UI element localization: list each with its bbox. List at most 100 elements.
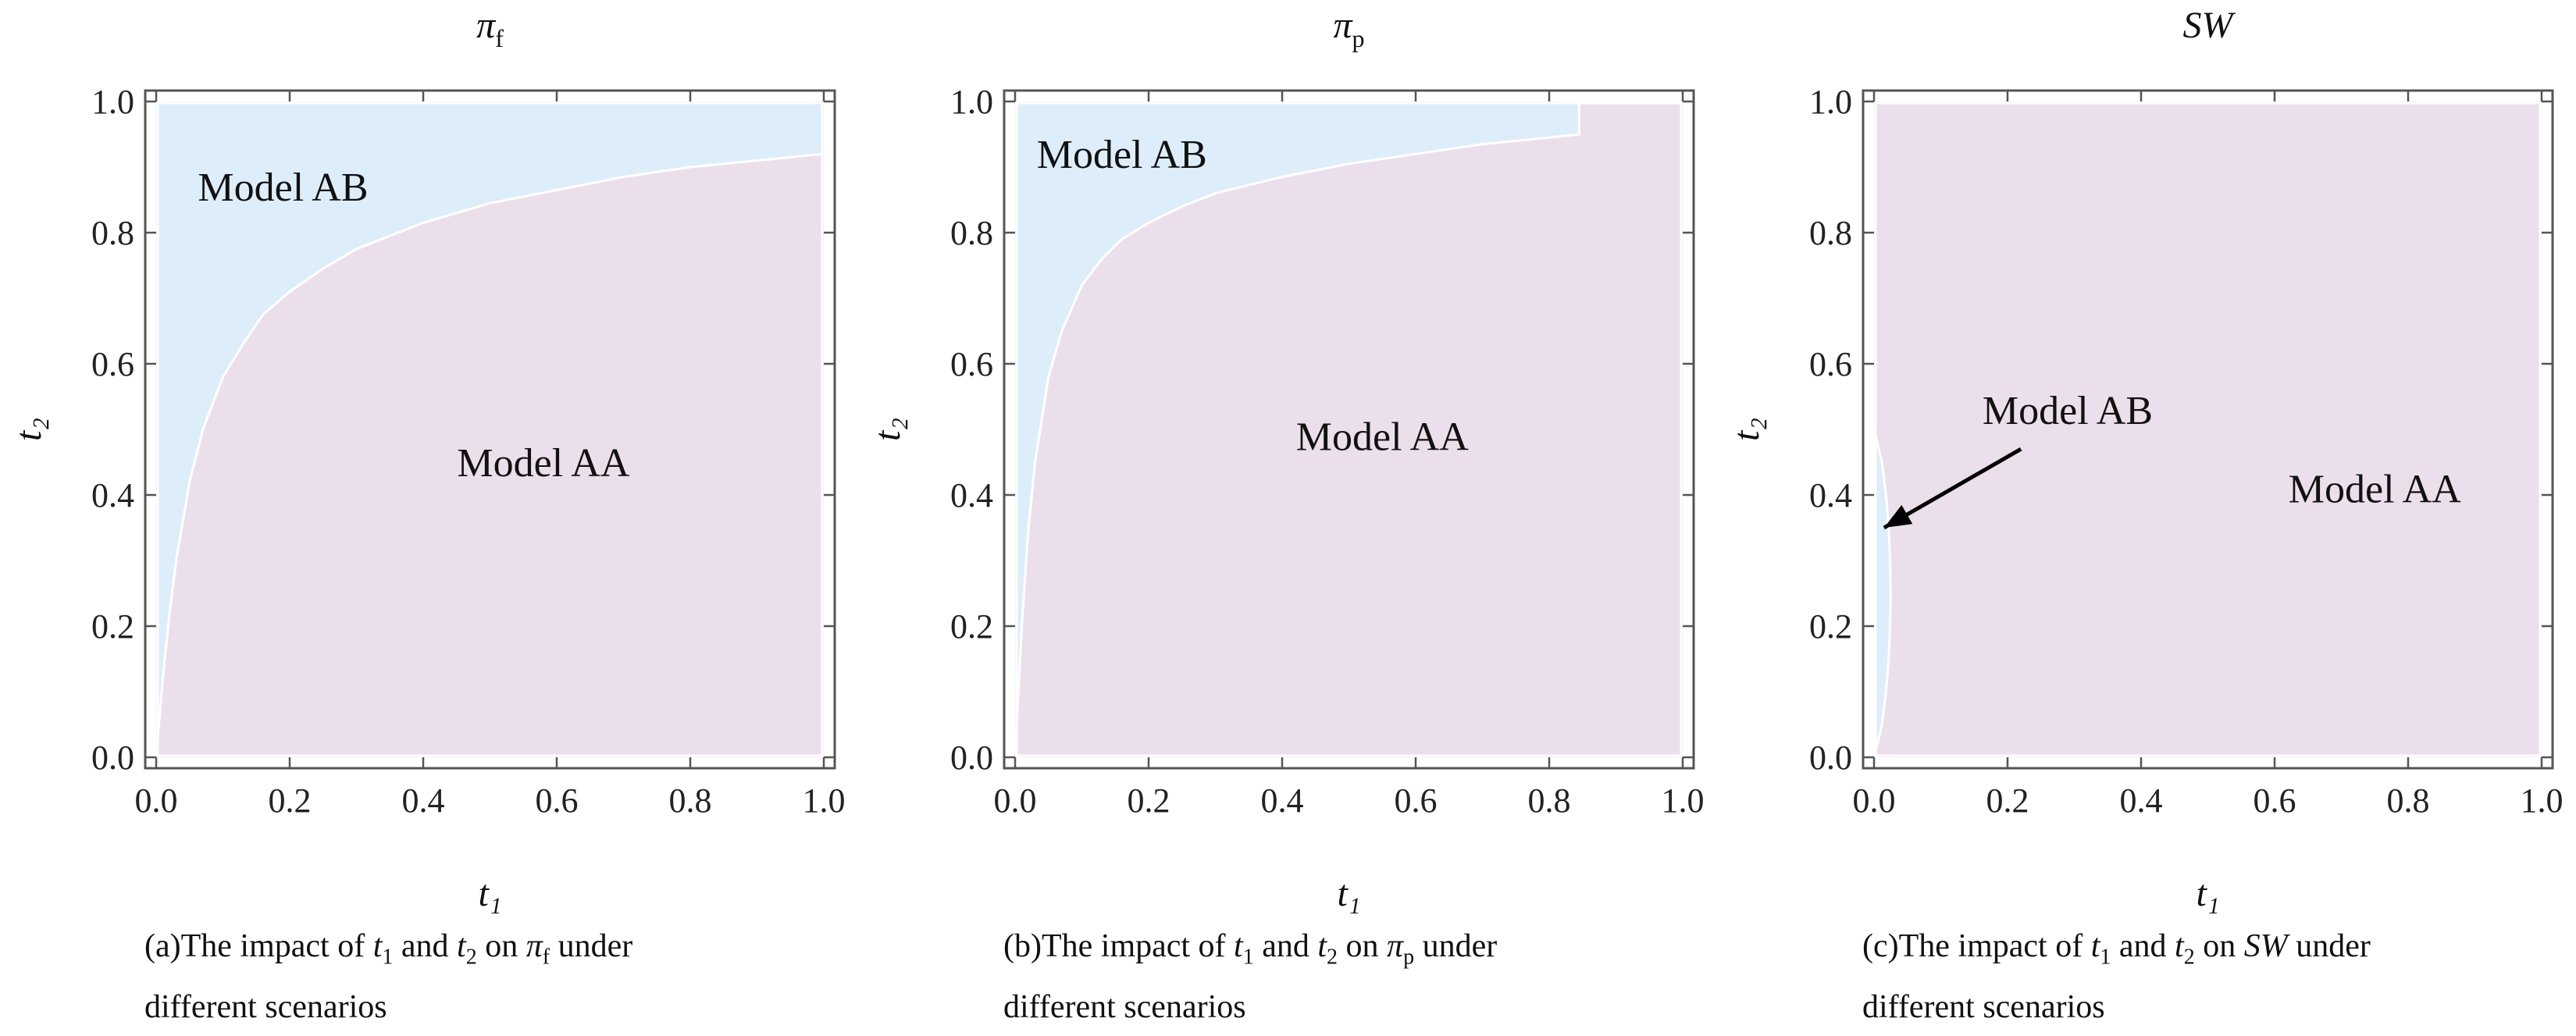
caption-and: and (393, 928, 458, 964)
caption-prefix: (b)The impact of (1003, 928, 1235, 964)
x-tick-label: 0.4 (1261, 781, 1304, 820)
caption-var-2: t (2175, 928, 2184, 964)
region-annotation: Model AA (2289, 468, 2461, 512)
x-tick-label: 1.0 (2521, 781, 2564, 820)
caption-suffix: under (550, 928, 633, 964)
caption-prefix: (c)The impact of (1862, 928, 2091, 964)
caption-line-2: different scenarios (1862, 989, 2105, 1026)
y-tick-label: 0.4 (91, 476, 134, 514)
arrow-head (1883, 504, 1913, 528)
caption-line-2: different scenarios (144, 989, 387, 1026)
y-tick-label: 0.2 (91, 607, 134, 646)
model-ab-region (1874, 429, 1892, 757)
chart-title-main: SW (2183, 5, 2236, 46)
caption-and: and (1253, 928, 1318, 964)
model-ab-region (1015, 101, 1683, 757)
caption-var-1-sub: 1 (382, 945, 394, 970)
caption-a: (a)The impact of t1 and t2 on πf under d… (144, 921, 847, 1032)
chart-svg-a: 0.0 0.2 0.4 0.6 0.8 1.0 0.0 0.2 0.4 0.6 0.8 1.0 πf t₁… (8, 5, 846, 914)
caption-var-2: t (1317, 928, 1327, 964)
x-axis-label: t₁ (478, 873, 501, 914)
y-tick-label: 1.0 (1809, 83, 1852, 121)
x-tick-label: 0.0 (994, 781, 1037, 820)
model-aa-region (1874, 101, 2542, 757)
x-tick-label: 0.6 (2254, 781, 2296, 820)
x-tick-label: 0.6 (536, 781, 579, 820)
plot-inner-edge (1874, 101, 2542, 757)
y-axis-label: t₂ (8, 418, 49, 441)
region-annotation: Model AB (198, 166, 368, 210)
x-tick-label: 0.4 (2120, 781, 2163, 820)
caption-var-2-sub: 2 (2183, 945, 2195, 970)
caption-var-1: t (1234, 928, 1243, 964)
caption-var-2-sub: 2 (1327, 945, 1338, 970)
region-annotation: Model AA (1296, 415, 1469, 459)
y-tick-label: 0.0 (91, 739, 134, 777)
caption-and: and (2111, 928, 2175, 964)
caption-var-1: t (2090, 928, 2100, 964)
x-tick-label: 0.0 (135, 781, 178, 820)
caption-b: (b)The impact of t1 and t2 on πp under d… (1003, 921, 1706, 1032)
plot-frame (1862, 89, 2554, 770)
caption-on: on (2194, 928, 2244, 964)
boundary-line (156, 152, 824, 757)
x-tick-label: 0.0 (1853, 781, 1896, 820)
y-tick-label: 0.8 (1809, 214, 1852, 252)
caption-suffix: under (1414, 928, 1498, 964)
caption-metric-sub: p (1403, 945, 1415, 970)
y-tick-label: 0.6 (91, 345, 134, 383)
caption-var-1: t (372, 928, 383, 964)
chart-svg-c: 0.0 0.2 0.4 0.6 0.8 1.0 0.0 0.2 0.4 0.6 0.8 1.0 SW t₁… (1726, 5, 2564, 914)
x-tick-label: 0.6 (1395, 781, 1438, 820)
chart-panel-c: 0.0 0.2 0.4 0.6 0.8 1.0 0.0 0.2 0.4 0.6 0.8 1.0 SW t₁… (1718, 0, 2576, 1036)
y-tick-label: 1.0 (950, 83, 993, 121)
caption-suffix: under (2287, 928, 2371, 964)
chart-title: πp (1333, 5, 1364, 52)
boundary-line (1015, 101, 1683, 757)
region-group (1874, 429, 1892, 757)
chart-title: SW (2183, 5, 2236, 46)
x-axis-label: t₁ (2196, 873, 2219, 914)
y-tick-label: 0.6 (1809, 345, 1852, 383)
x-tick-label: 0.8 (1528, 781, 1571, 820)
caption-var-2: t (457, 928, 466, 964)
caption-on: on (1338, 928, 1388, 964)
plot-frame (1003, 89, 1695, 770)
x-tick-label: 1.0 (1662, 781, 1705, 820)
caption-prefix: (a)The impact of (144, 928, 373, 964)
y-tick-label: 0.8 (950, 214, 993, 252)
region-group (156, 101, 824, 757)
caption-var-2-sub: 2 (465, 945, 477, 970)
x-tick-label: 0.2 (1128, 781, 1170, 820)
x-tick-label: 0.8 (669, 781, 712, 820)
caption-metric: π (1387, 928, 1404, 964)
x-axis-label: t₁ (1337, 873, 1360, 914)
x-tick-label: 0.2 (1986, 781, 2029, 820)
chart-title-main: π (1333, 5, 1353, 46)
plot-inner-edge (1015, 101, 1683, 757)
y-tick-label: 0.4 (950, 476, 993, 514)
y-tick-label: 0.0 (1809, 739, 1852, 777)
y-axis-label: t₂ (867, 418, 908, 441)
chart-panel-a: 0.0 0.2 0.4 0.6 0.8 1.0 0.0 0.2 0.4 0.6 0.8 1.0 πf t₁… (0, 0, 859, 1036)
region-annotation: Model AA (457, 441, 629, 486)
plot-frame (144, 89, 836, 770)
caption-metric: SW (2243, 928, 2288, 964)
region-group (1015, 101, 1683, 757)
x-tick-label: 0.2 (269, 781, 312, 820)
chart-svg-b: 0.0 0.2 0.4 0.6 0.8 1.0 0.0 0.2 0.4 0.6 0.8 1.0 πp t₁… (867, 5, 1705, 914)
y-tick-label: 0.4 (1809, 476, 1852, 514)
y-tick-label: 0.8 (91, 214, 134, 252)
caption-line-2: different scenarios (1003, 989, 1246, 1026)
x-tick-label: 1.0 (803, 781, 846, 820)
caption-metric-sub: f (542, 945, 550, 970)
y-tick-label: 0.2 (950, 607, 993, 646)
region-annotation: Model AB (1983, 389, 2153, 433)
caption-on: on (476, 928, 526, 964)
caption-var-1-sub: 1 (2100, 945, 2111, 970)
chart-title-main: π (476, 5, 497, 46)
y-tick-label: 1.0 (91, 83, 134, 121)
plot-inner-edge (156, 101, 824, 757)
y-tick-label: 0.6 (950, 345, 993, 383)
chart-title: πf (476, 5, 504, 52)
